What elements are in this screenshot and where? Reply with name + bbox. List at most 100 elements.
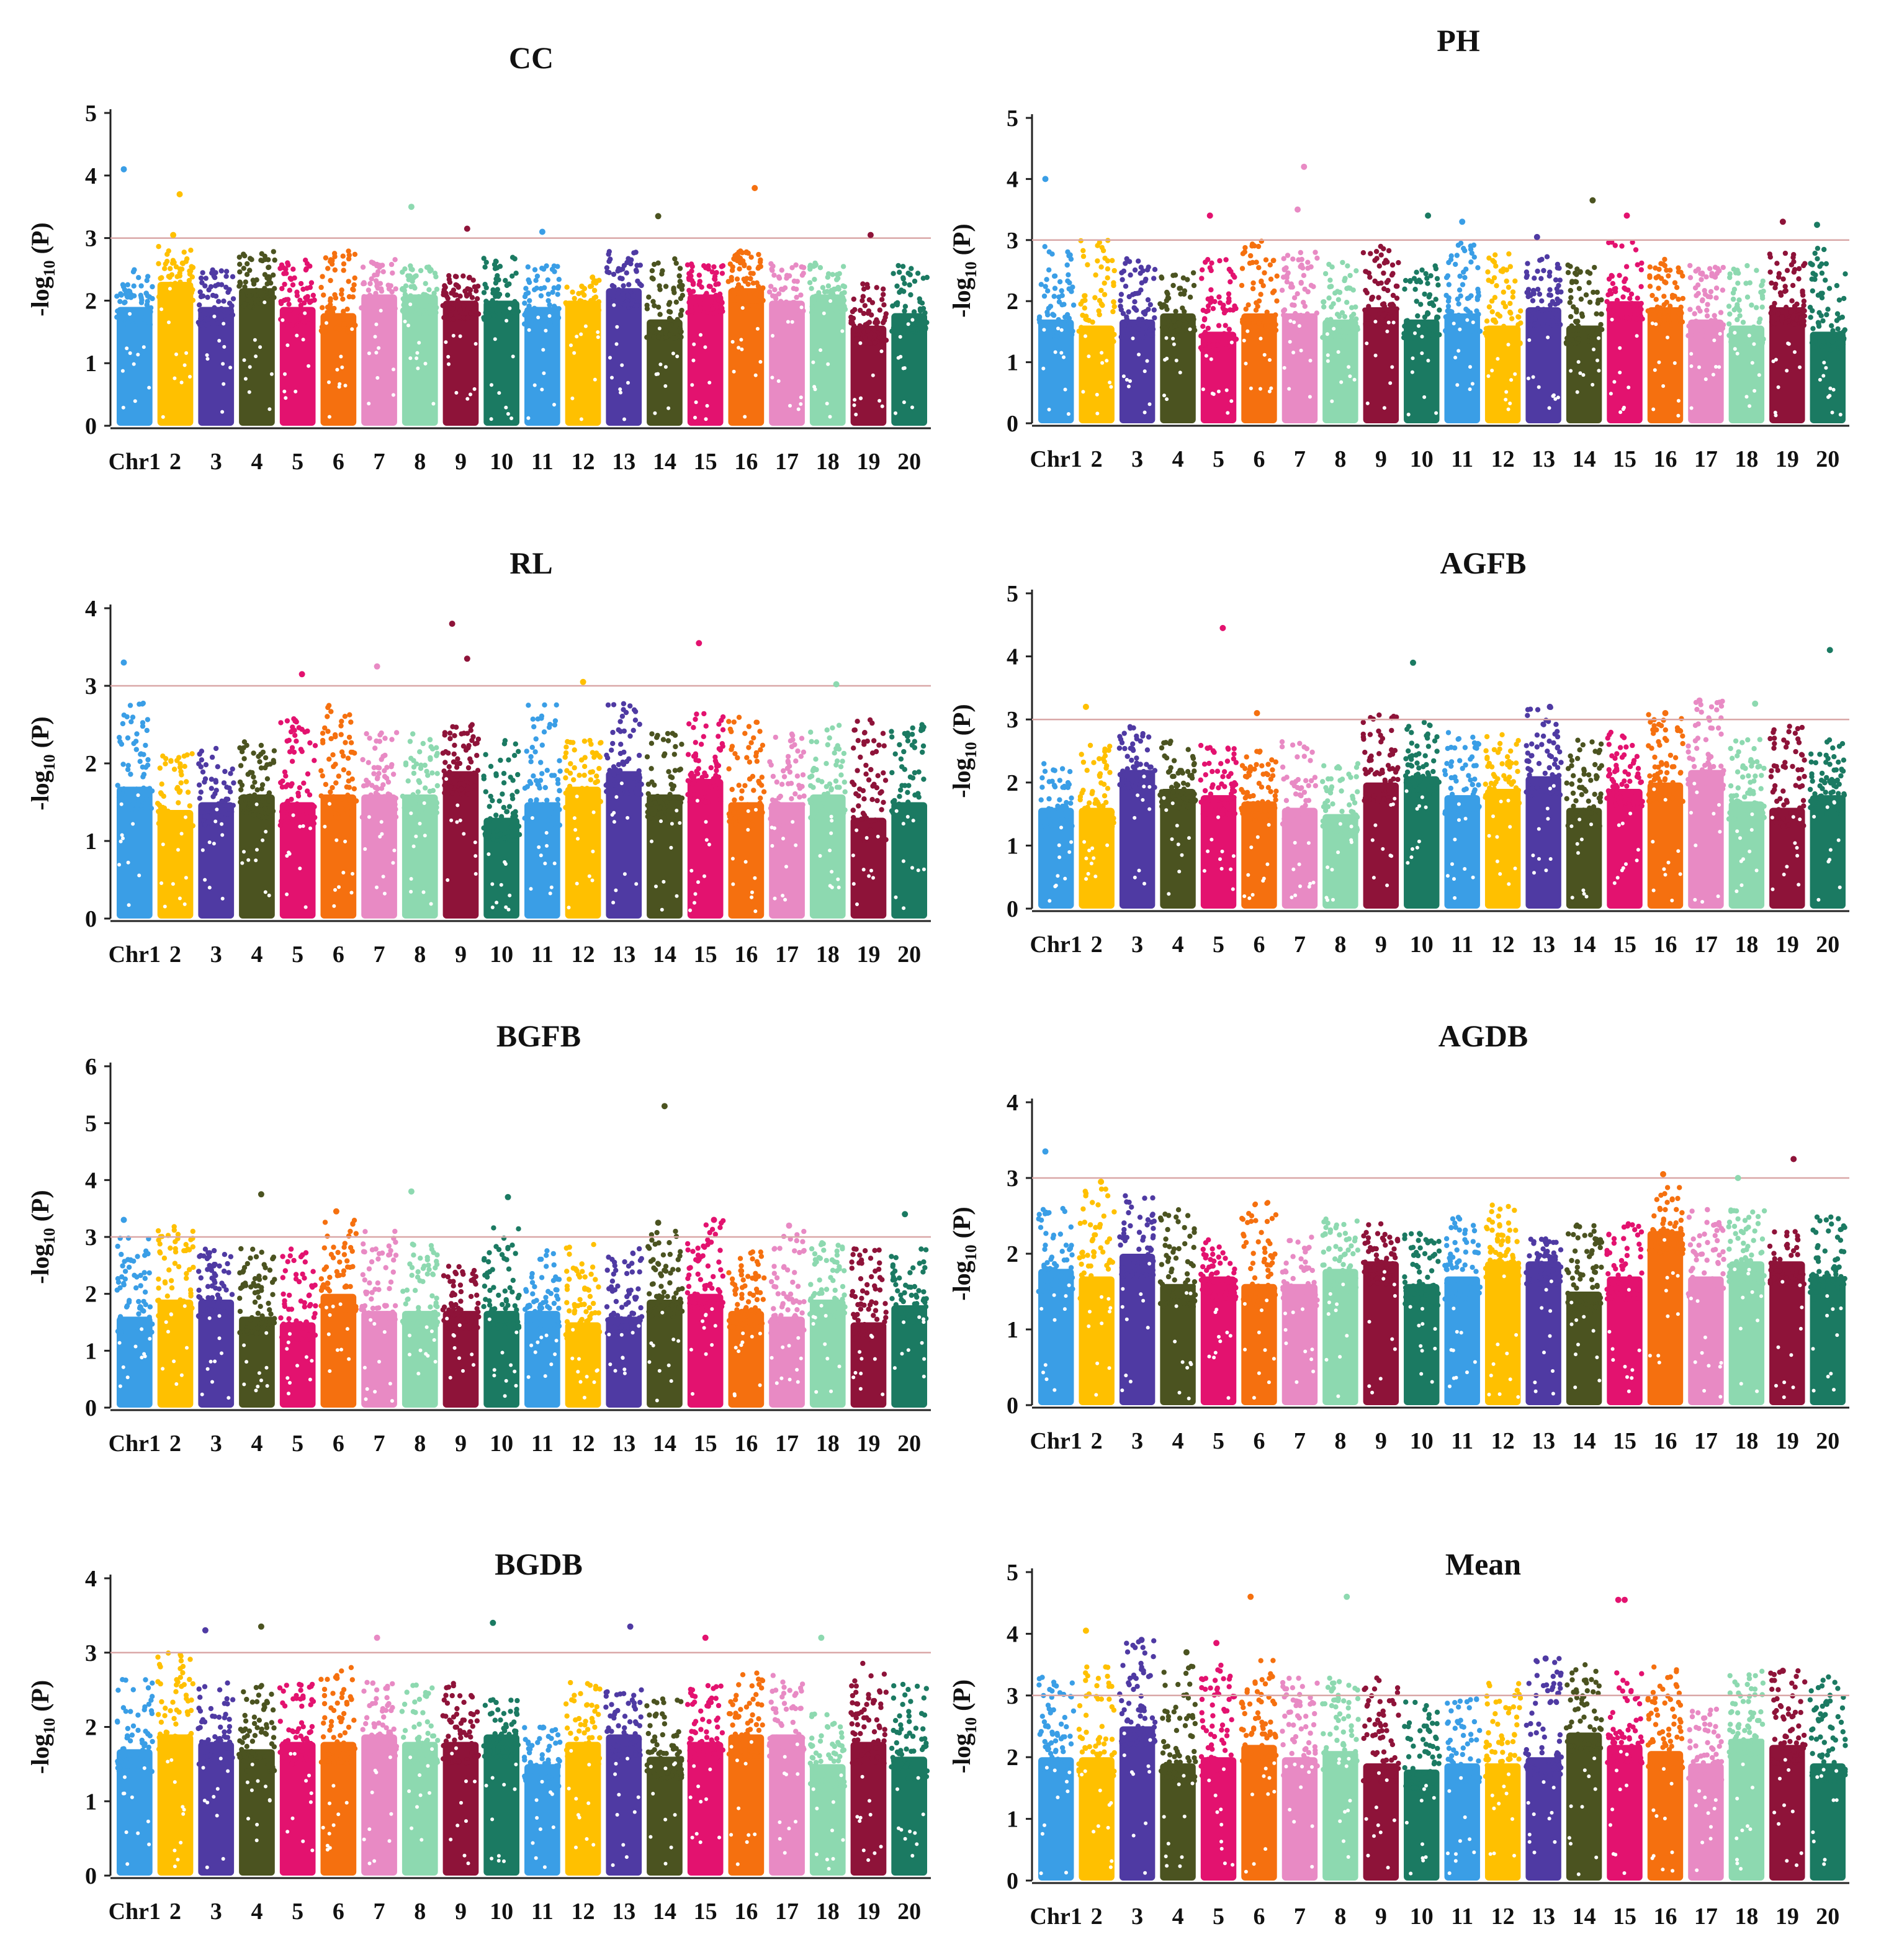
snp-point	[1501, 323, 1507, 329]
snp-gap	[261, 838, 265, 842]
snp-point	[354, 798, 359, 804]
snp-point	[281, 265, 287, 271]
snp-point	[799, 264, 804, 270]
snp-gap	[612, 820, 616, 824]
snp-gap	[431, 402, 436, 406]
snp-point	[784, 804, 789, 810]
snp-point	[472, 783, 477, 789]
snp-point	[162, 819, 168, 825]
snp-point	[691, 725, 696, 731]
snp-point	[442, 732, 447, 738]
snp-point	[709, 269, 716, 275]
snp-point	[1497, 313, 1503, 319]
chromosome-13-points	[604, 249, 644, 426]
snp-point	[1506, 331, 1512, 336]
snp-point	[552, 320, 558, 326]
snp-gap	[1455, 383, 1460, 387]
snp-gap	[753, 373, 758, 377]
snp-point	[351, 786, 357, 792]
snp-point	[145, 299, 150, 304]
snp-point	[177, 788, 183, 794]
snp-point	[168, 822, 174, 827]
snp-point	[163, 261, 168, 267]
snp-point	[526, 315, 532, 320]
snp-point	[174, 274, 180, 279]
snp-gap	[1386, 320, 1391, 325]
snp-point	[1453, 261, 1458, 267]
snp-point	[1090, 319, 1095, 325]
snp-gap	[671, 351, 675, 356]
snp-point	[144, 801, 150, 807]
snp-point	[1731, 287, 1738, 292]
snp-point	[393, 730, 400, 735]
snp-point	[117, 299, 123, 304]
snp-point	[457, 760, 463, 766]
snp-point	[430, 788, 436, 794]
snp-gap	[539, 853, 543, 858]
snp-gap	[530, 816, 534, 820]
snp-point	[596, 766, 602, 771]
snp-point	[732, 801, 737, 807]
snp-point	[726, 719, 732, 724]
snp-point	[881, 799, 886, 806]
snp-gap	[670, 822, 674, 826]
snp-point	[1064, 312, 1070, 318]
snp-density-body	[1444, 313, 1480, 423]
snp-point	[1491, 330, 1497, 335]
snp-point	[1394, 295, 1400, 301]
snp-point	[470, 315, 475, 321]
snp-point	[1815, 246, 1821, 251]
snp-point	[1835, 326, 1841, 332]
snp-gap	[1204, 354, 1208, 358]
snp-gap	[663, 365, 668, 369]
snp-point	[753, 291, 760, 297]
snp-point	[403, 760, 409, 766]
snp-point	[1059, 288, 1064, 294]
snp-point	[746, 265, 752, 271]
snp-point	[251, 774, 256, 780]
snp-point	[591, 287, 598, 294]
snp-point	[1425, 310, 1430, 316]
snp-point	[393, 806, 398, 812]
snp-point	[1111, 303, 1117, 310]
snp-point	[434, 799, 439, 805]
snp-point	[1093, 272, 1098, 278]
snp-point	[501, 780, 507, 786]
chromosome-16-points	[1645, 256, 1685, 423]
snp-point	[677, 266, 683, 271]
snp-density-body	[1322, 319, 1358, 423]
snp-point	[917, 322, 922, 328]
snp-point	[350, 807, 356, 814]
snp-point	[1802, 261, 1808, 266]
snp-point	[1551, 323, 1556, 328]
snp-point	[1662, 256, 1667, 263]
chromosome-18-points	[807, 722, 848, 919]
snp-gap	[791, 820, 795, 824]
snp-point	[551, 285, 557, 290]
snp-point	[851, 323, 857, 329]
snp-point	[1353, 268, 1359, 274]
snp-gap	[675, 809, 679, 812]
snp-point	[697, 305, 703, 311]
snp-point	[481, 776, 487, 781]
snp-point	[511, 837, 516, 843]
snp-gap	[242, 358, 246, 362]
snp-point	[140, 774, 146, 780]
chromosome-7-points	[359, 730, 400, 919]
snp-point	[891, 271, 896, 276]
snp-gap	[454, 390, 459, 395]
significant-snp-point	[655, 213, 662, 220]
snp-density-body	[647, 319, 683, 426]
snp-gap	[511, 354, 515, 359]
snp-point	[200, 769, 206, 775]
snp-point	[203, 311, 209, 317]
snp-point	[1412, 287, 1418, 292]
snp-gap	[423, 834, 427, 838]
snp-gap	[1326, 359, 1330, 363]
snp-point	[677, 279, 683, 284]
snp-point	[1474, 308, 1479, 314]
snp-point	[1815, 320, 1821, 325]
x-tick-label: 11	[1451, 446, 1473, 472]
snp-gap	[608, 356, 612, 360]
snp-point	[774, 779, 780, 785]
